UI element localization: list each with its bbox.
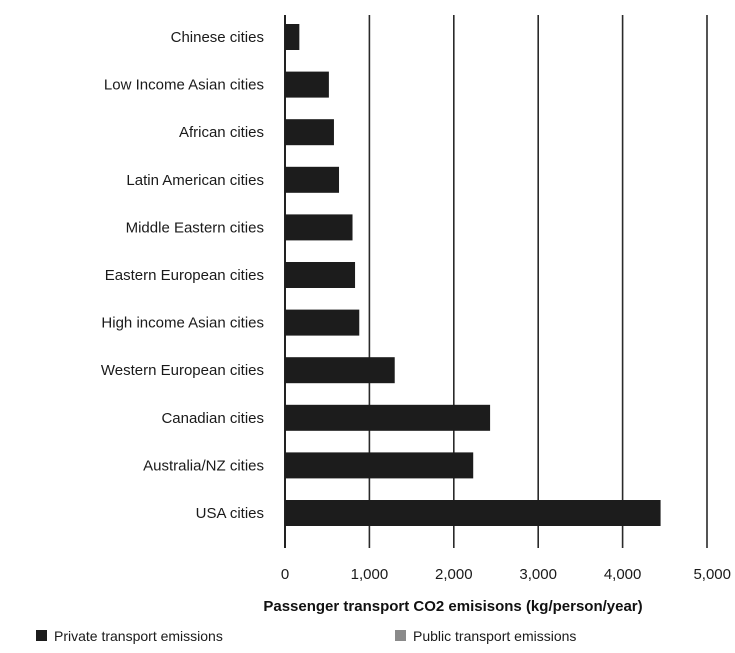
- legend: Private transport emissions Public transp…: [36, 628, 576, 644]
- x-tick-label: 5,000: [693, 566, 731, 583]
- category-label: Western European cities: [101, 362, 264, 379]
- x-tick-label: 3,000: [519, 566, 557, 583]
- legend-label: Private transport emissions: [54, 628, 223, 644]
- bar-private: [285, 214, 353, 241]
- category-label: USA cities: [196, 505, 264, 522]
- bar-private: [285, 309, 360, 336]
- bar-private: [285, 262, 356, 288]
- bar-private: [285, 452, 474, 479]
- category-label: Latin American cities: [126, 172, 264, 189]
- category-label: Canadian cities: [161, 410, 264, 427]
- category-label: Chinese cities: [171, 29, 264, 46]
- x-tick-label: 4,000: [604, 566, 642, 583]
- bar-private: [285, 24, 300, 50]
- category-label: Eastern European cities: [105, 267, 264, 284]
- bar-private: [285, 71, 329, 98]
- x-tick-label: 0: [281, 566, 289, 583]
- x-axis-title: Passenger transport CO2 emisisons (kg/pe…: [263, 598, 642, 615]
- x-tick-label: 1,000: [351, 566, 389, 583]
- bar-private: [285, 166, 340, 193]
- x-tick-label: 2,000: [435, 566, 473, 583]
- bar-private: [285, 500, 661, 526]
- bar-private: [285, 404, 491, 431]
- category-labels: Chinese cities Low Income Asian cities Afr…: [101, 29, 264, 522]
- category-label: Middle Eastern cities: [126, 219, 264, 236]
- category-label: Australia/NZ cities: [143, 457, 264, 474]
- category-label: African cities: [179, 124, 264, 141]
- bar-private: [285, 357, 395, 384]
- legend-swatch: [395, 630, 406, 641]
- bar-private: [285, 119, 334, 146]
- category-label: Low Income Asian cities: [104, 77, 264, 94]
- category-label: High income Asian cities: [101, 315, 264, 332]
- x-tick-labels: 0 1,000 2,000 3,000 4,000 5,000: [281, 566, 731, 583]
- legend-label: Public transport emissions: [413, 628, 576, 644]
- bars: [285, 24, 661, 526]
- legend-swatch: [36, 630, 47, 641]
